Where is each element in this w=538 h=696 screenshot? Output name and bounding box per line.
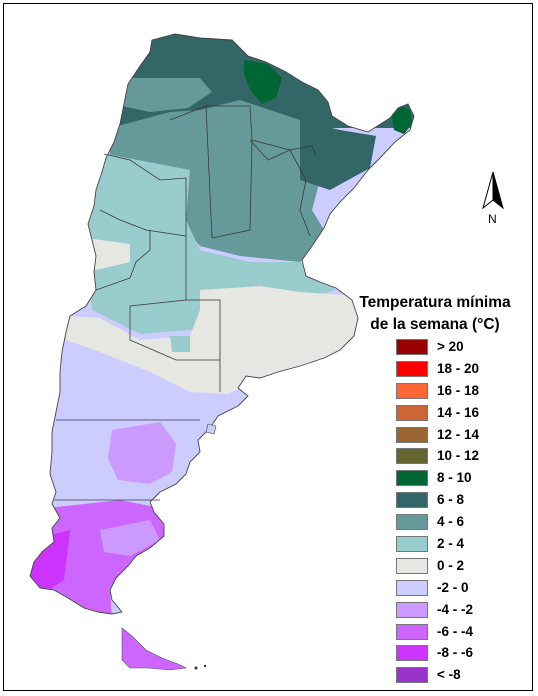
zone-minus4-minus2-south [100, 520, 160, 556]
legend-title-line2: de la semana (°C) [370, 316, 500, 333]
legend-swatch [396, 404, 428, 421]
legend-swatch [396, 382, 428, 399]
legend-swatch [396, 623, 428, 640]
legend-swatch [396, 579, 428, 596]
legend-swatch [396, 360, 428, 377]
legend-title: Temperatura mínima de la semana (°C) [340, 292, 530, 336]
zone-4-6-center [110, 100, 340, 262]
legend-label: 0 - 2 [437, 557, 465, 573]
legend-label: 10 - 12 [437, 448, 480, 464]
legend-swatch [396, 667, 428, 684]
zone-4-6-nw [120, 78, 212, 112]
province-boundaries [54, 105, 317, 501]
legend-swatch [396, 645, 428, 662]
legend-swatch [396, 470, 428, 487]
legend-label: 6 - 8 [437, 492, 465, 508]
zone-6-8-ne [300, 120, 376, 190]
tierra-del-fuego-outline [121, 627, 188, 671]
legend-swatch [396, 448, 428, 465]
legend-swatch [396, 426, 428, 443]
legend-swatch [396, 514, 428, 531]
legend-label: 16 - 18 [437, 382, 480, 398]
legend-label: 14 - 16 [437, 404, 480, 420]
country-outline [29, 33, 415, 615]
legend-label: -4 - -2 [437, 601, 474, 617]
legend-label: < -8 [437, 667, 461, 683]
island-dot [194, 666, 198, 670]
zone-minus4-minus2-central [108, 422, 176, 484]
legend-title-line1: Temperatura mínima [359, 294, 511, 311]
zone-8-10-misiones [244, 60, 282, 104]
island-dot [203, 664, 207, 668]
north-label: N [488, 212, 497, 226]
zone-8-10-ne-tip [392, 106, 412, 134]
legend-label: 8 - 10 [437, 470, 472, 486]
zone-2-4-patch [170, 336, 190, 352]
legend-swatch [396, 557, 428, 574]
legend-label: 4 - 6 [437, 514, 465, 530]
tierra-del-fuego [122, 628, 186, 670]
legend-label: > 20 [437, 339, 464, 354]
legend-swatch [396, 536, 428, 553]
legend-swatch [396, 492, 428, 509]
legend-label: 2 - 4 [437, 536, 465, 552]
zone-2-4 [86, 150, 336, 334]
legend-label: -8 - -6 [437, 645, 474, 661]
legend-label: -6 - -4 [437, 623, 474, 639]
north-arrow-icon [482, 171, 504, 210]
zone-0-2-center [66, 286, 360, 394]
legend-label: 12 - 14 [437, 426, 480, 442]
zone-0-2-west [86, 238, 130, 270]
legend-swatch [396, 339, 428, 355]
legend-label: 18 - 20 [437, 360, 480, 376]
island [205, 423, 217, 435]
legend-swatch [396, 601, 428, 618]
legend-label: -2 - 0 [437, 579, 469, 595]
